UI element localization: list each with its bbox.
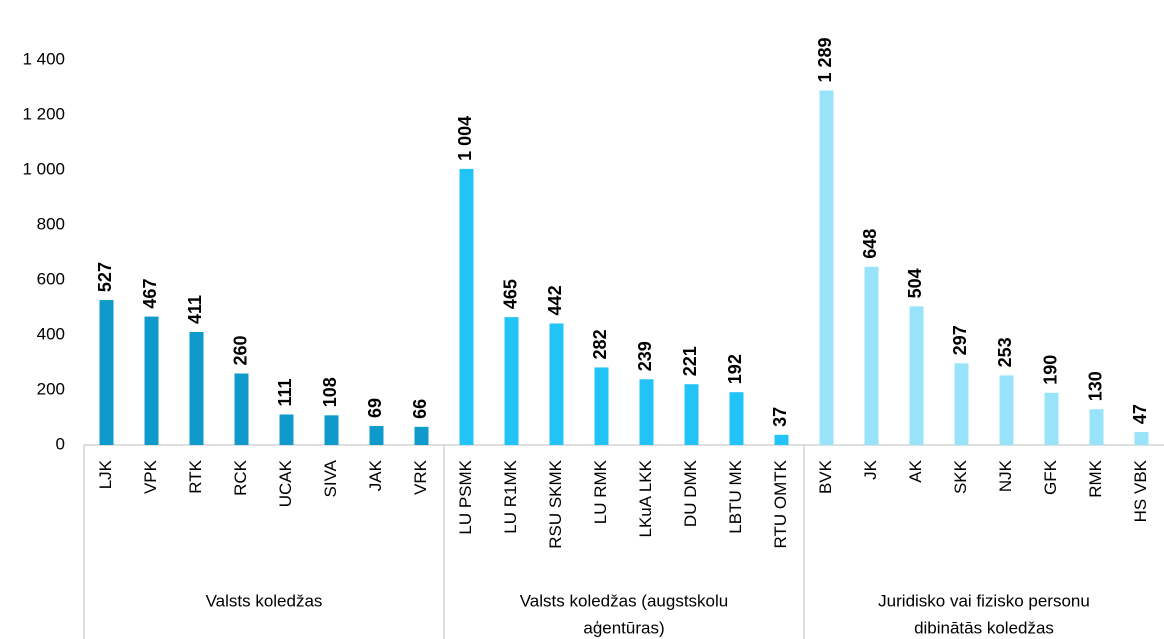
y-tick-label: 600 — [37, 269, 65, 288]
data-label: 47 — [1130, 404, 1150, 424]
x-tick-label: LKuA LKK — [636, 459, 655, 537]
x-tick-label: AK — [906, 459, 925, 482]
data-label: 69 — [365, 398, 385, 418]
x-tick-label: SIVA — [321, 459, 340, 497]
bar — [144, 316, 159, 445]
x-tick-label: VRK — [411, 459, 430, 495]
x-tick-label: UCAK — [276, 459, 295, 507]
data-label: 504 — [905, 268, 925, 298]
bar — [594, 367, 609, 445]
x-tick-label: NJK — [996, 459, 1015, 492]
data-label: 465 — [500, 279, 520, 309]
data-label: 467 — [140, 279, 160, 309]
bar — [414, 426, 429, 445]
bar — [1044, 392, 1059, 445]
y-tick-label: 1 200 — [22, 104, 65, 123]
data-label: 442 — [545, 285, 565, 315]
bar — [279, 414, 294, 445]
x-tick-label: LU RMK — [591, 459, 610, 524]
data-label: 297 — [950, 325, 970, 355]
data-label: 411 — [185, 295, 205, 324]
bar — [999, 375, 1014, 445]
bar — [1089, 409, 1104, 445]
data-label: 239 — [635, 341, 655, 371]
x-tick-label: JAK — [366, 459, 385, 491]
group-label: dibinātās koledžas — [914, 618, 1054, 637]
data-label: 190 — [1040, 355, 1060, 385]
x-tick-label: LU R1MK — [501, 459, 520, 533]
x-tick-label: RTU OMTK — [771, 459, 790, 548]
data-label: 648 — [860, 229, 880, 259]
x-tick-label: LU PSMK — [456, 459, 475, 534]
data-label: 221 — [680, 346, 700, 376]
bar — [459, 168, 474, 445]
group-label: Juridisko vai fizisko personu — [878, 591, 1090, 610]
y-tick-label: 1 000 — [22, 159, 65, 178]
x-tick-label: HS VBK — [1131, 459, 1150, 522]
data-label: 282 — [590, 329, 610, 359]
y-tick-label: 800 — [37, 214, 65, 233]
bar — [234, 373, 249, 445]
bar — [324, 415, 339, 445]
bar — [1134, 432, 1149, 445]
data-label: 130 — [1085, 371, 1105, 401]
bar — [549, 323, 564, 445]
x-tick-label: RTK — [186, 459, 205, 493]
bar — [774, 434, 789, 445]
data-label: 260 — [230, 335, 250, 365]
x-tick-label: RCK — [231, 459, 250, 496]
x-tick-label: VPK — [141, 459, 160, 494]
x-tick-label: LJK — [96, 459, 115, 489]
bar — [504, 317, 519, 445]
x-tick-label: LBTU MK — [726, 459, 745, 533]
x-tick-label: BVK — [816, 459, 835, 494]
data-label: 1 004 — [455, 116, 475, 161]
bar — [189, 331, 204, 445]
group-label: aģentūras) — [583, 618, 664, 637]
x-tick-label: DU DMK — [681, 459, 700, 527]
data-label: 37 — [770, 407, 790, 427]
y-tick-label: 0 — [56, 434, 65, 453]
bar — [909, 306, 924, 445]
bar — [864, 266, 879, 445]
data-label: 1 289 — [815, 37, 835, 82]
bar — [369, 426, 384, 445]
data-label: 108 — [320, 377, 340, 407]
bar — [954, 363, 969, 445]
data-label: 192 — [725, 354, 745, 384]
bar — [684, 384, 699, 445]
y-tick-label: 1 400 — [22, 49, 65, 68]
bar — [819, 90, 834, 446]
x-tick-label: RSU SKMK — [546, 459, 565, 548]
data-label: 253 — [995, 337, 1015, 367]
x-tick-label: JK — [861, 459, 880, 480]
y-tick-label: 200 — [37, 379, 65, 398]
x-tick-label: SKK — [951, 459, 970, 494]
data-label: 527 — [95, 262, 115, 292]
group-label: Valsts koledžas (augstskolu — [520, 591, 729, 610]
x-tick-label: GFK — [1041, 459, 1060, 495]
bar — [99, 300, 114, 445]
x-tick-label: RMK — [1086, 459, 1105, 497]
group-label: Valsts koledžas — [206, 591, 323, 610]
bar — [639, 379, 654, 445]
data-label: 66 — [410, 399, 430, 419]
bar — [729, 392, 744, 445]
data-label: 111 — [275, 378, 295, 406]
y-tick-label: 400 — [37, 324, 65, 343]
